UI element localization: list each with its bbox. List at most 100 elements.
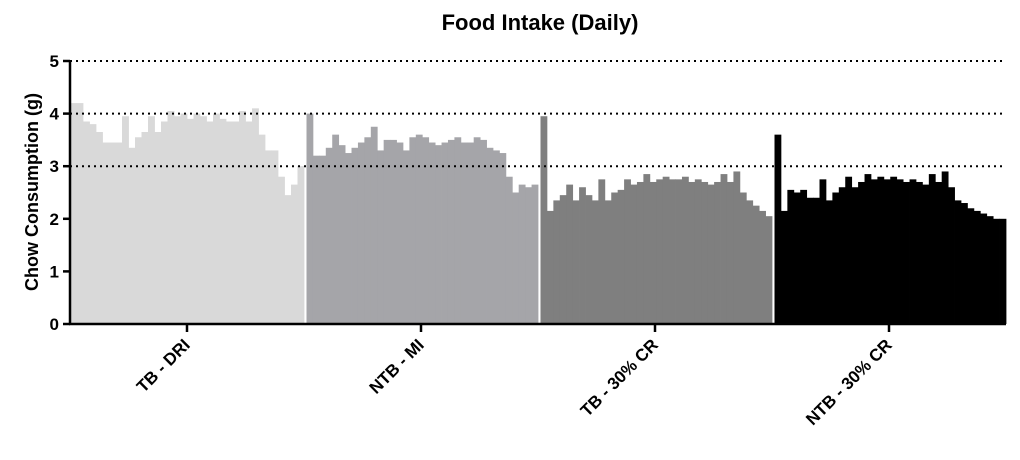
bar	[746, 200, 754, 324]
bar	[909, 179, 917, 324]
bar	[499, 153, 507, 324]
bar	[636, 181, 644, 324]
bar	[357, 142, 365, 324]
bar	[707, 184, 715, 324]
bar	[819, 179, 827, 324]
bar	[662, 176, 670, 324]
bar	[553, 200, 561, 324]
bar	[793, 192, 801, 324]
bar	[656, 179, 664, 324]
bar	[883, 179, 891, 324]
bar	[325, 147, 333, 324]
bar	[370, 126, 378, 324]
bar	[232, 121, 240, 325]
bar	[115, 142, 123, 324]
bar	[338, 145, 346, 324]
bar	[319, 155, 327, 324]
bar	[720, 174, 728, 324]
bar	[780, 210, 788, 324]
bar	[332, 134, 340, 324]
y-tick-label: 4	[50, 105, 60, 124]
bar	[454, 137, 462, 324]
bar	[89, 124, 97, 325]
x-tick-label: TB - DRI	[133, 335, 194, 396]
bar	[838, 187, 846, 324]
chart-title: Food Intake (Daily)	[442, 10, 639, 35]
bar	[935, 181, 943, 324]
bar	[948, 187, 955, 324]
bar	[200, 116, 207, 324]
bar	[102, 142, 110, 324]
bar	[759, 210, 766, 324]
bar	[980, 213, 988, 324]
y-axis-label: Chow Consumption (g)	[22, 93, 42, 291]
bar	[915, 181, 923, 324]
bar	[345, 153, 352, 324]
bar	[649, 181, 657, 324]
bar	[252, 108, 259, 324]
bar	[141, 132, 149, 324]
bar	[733, 171, 741, 324]
bar	[70, 103, 77, 324]
bar	[540, 116, 548, 324]
bar	[941, 171, 949, 324]
y-tick-label: 0	[50, 315, 59, 334]
x-tick-label: TB - 30% CR	[577, 335, 662, 420]
bar	[832, 192, 840, 324]
bar	[265, 150, 272, 324]
bar	[76, 103, 84, 324]
bar	[278, 176, 285, 324]
bar	[473, 137, 481, 324]
bar	[960, 203, 968, 324]
bar	[890, 176, 898, 324]
bar	[428, 142, 436, 324]
bar	[688, 181, 696, 324]
bar	[245, 121, 253, 325]
bar	[187, 118, 194, 324]
bar	[239, 110, 246, 324]
bar	[669, 179, 676, 324]
bar	[505, 176, 513, 324]
y-tick-label: 3	[50, 157, 59, 176]
bar	[694, 179, 702, 324]
bar	[154, 132, 162, 324]
bar	[83, 121, 90, 325]
bar	[928, 174, 936, 324]
bar	[739, 192, 747, 324]
bar	[377, 150, 385, 324]
bar	[877, 176, 885, 324]
bar	[585, 195, 593, 324]
bar	[559, 195, 567, 324]
bar	[441, 142, 449, 324]
bar	[480, 139, 487, 324]
bar	[161, 121, 168, 325]
bar	[845, 176, 853, 324]
bar	[572, 200, 580, 324]
bar	[701, 181, 709, 324]
bar	[213, 113, 220, 324]
bar	[409, 137, 417, 324]
bar	[973, 210, 981, 324]
bar	[351, 147, 359, 324]
bar	[870, 179, 878, 324]
bar	[460, 142, 468, 324]
bar	[96, 132, 103, 324]
bar	[896, 179, 904, 324]
bar	[986, 216, 994, 324]
bar	[492, 150, 500, 324]
bar	[825, 200, 833, 324]
bar	[765, 216, 773, 324]
bar	[643, 174, 651, 324]
bar	[306, 113, 314, 324]
bar	[415, 134, 423, 324]
bar	[999, 218, 1007, 324]
bar	[193, 113, 201, 324]
bar	[135, 137, 142, 324]
bar	[774, 134, 782, 324]
bar	[525, 187, 532, 324]
bar	[284, 195, 292, 324]
bar	[546, 210, 554, 324]
bar	[598, 179, 606, 324]
bar	[993, 218, 1000, 324]
